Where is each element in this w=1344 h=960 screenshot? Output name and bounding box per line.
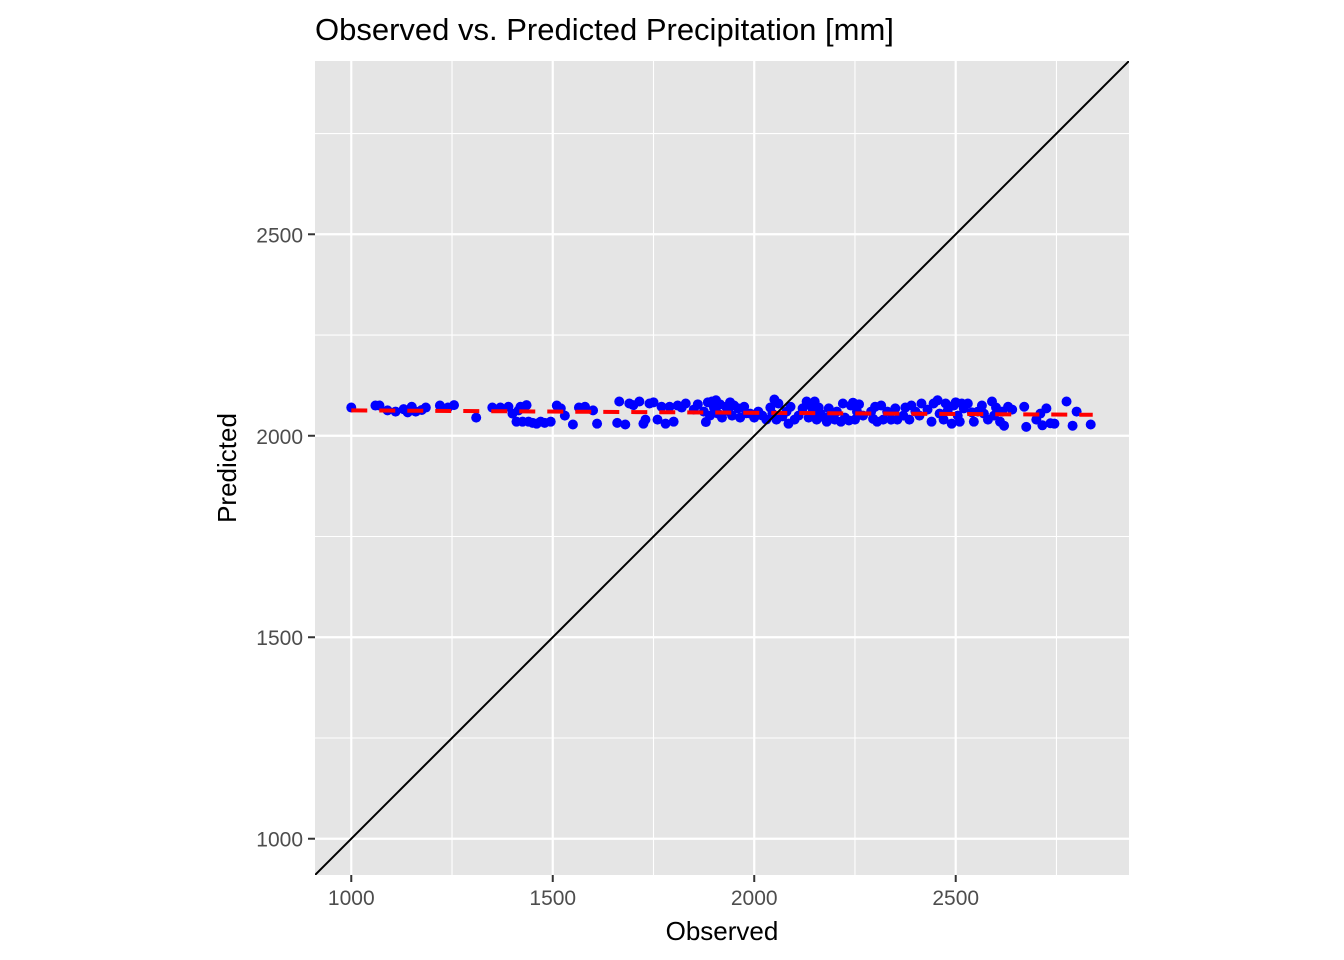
data-point xyxy=(420,402,431,413)
data-point xyxy=(878,414,889,425)
x-tick-label: 1000 xyxy=(328,887,375,910)
data-point xyxy=(374,400,385,411)
data-point xyxy=(904,414,915,425)
data-point xyxy=(1021,421,1032,432)
data-point xyxy=(471,412,482,423)
x-tick-label: 2000 xyxy=(731,887,778,910)
data-point xyxy=(854,399,865,410)
data-point xyxy=(849,414,860,425)
data-point xyxy=(932,395,943,406)
fit-line xyxy=(351,408,1093,417)
data-point xyxy=(668,416,679,427)
x-tick-label: 2500 xyxy=(932,887,979,910)
y-tick-label: 1000 xyxy=(256,829,303,852)
data-point xyxy=(938,414,949,425)
chart-title: Observed vs. Predicted Precipitation [mm… xyxy=(315,12,894,47)
data-point xyxy=(785,401,796,412)
data-point xyxy=(567,419,578,430)
data-point xyxy=(1041,403,1052,414)
data-point xyxy=(545,416,556,427)
data-point xyxy=(640,414,651,425)
y-axis: 1000 1500 2000 2500 xyxy=(256,224,315,852)
data-point xyxy=(890,403,901,414)
y-axis-title: Predicted xyxy=(212,413,242,523)
data-point xyxy=(704,410,715,421)
data-point xyxy=(521,400,532,411)
data-point xyxy=(976,400,987,411)
y-tick-label: 1500 xyxy=(256,627,303,650)
data-point xyxy=(592,418,603,429)
data-point xyxy=(773,398,784,409)
grid-major xyxy=(315,61,1129,875)
reference-lines xyxy=(315,61,1129,875)
data-point xyxy=(656,401,667,412)
data-point xyxy=(579,401,590,412)
data-point xyxy=(1071,406,1082,417)
data-point xyxy=(648,397,659,408)
data-point xyxy=(612,417,623,428)
data-point xyxy=(999,420,1010,431)
y-tick-label: 2500 xyxy=(256,224,303,247)
data-point xyxy=(614,396,625,407)
x-axis-title: Observed xyxy=(666,916,779,946)
data-point xyxy=(1049,418,1060,429)
y-tick-label: 2000 xyxy=(256,426,303,449)
data-point xyxy=(692,399,703,410)
data-point xyxy=(926,416,937,427)
data-point xyxy=(652,414,663,425)
data-point xyxy=(1019,401,1030,412)
data-point xyxy=(1085,419,1096,430)
data-point xyxy=(946,418,957,429)
data-point xyxy=(620,419,631,430)
data-point xyxy=(634,396,645,407)
identity-line xyxy=(315,61,1129,875)
data-point xyxy=(954,416,965,427)
x-axis: 1000 1500 2000 2500 xyxy=(328,875,979,910)
data-point xyxy=(1061,396,1072,407)
data-point xyxy=(660,418,671,429)
data-point xyxy=(680,398,691,409)
x-tick-label: 1500 xyxy=(529,887,576,910)
grid-minor xyxy=(315,61,1129,875)
data-point xyxy=(916,398,927,409)
data-point xyxy=(664,401,675,412)
data-point xyxy=(837,398,848,409)
data-point xyxy=(1037,420,1048,431)
data-point xyxy=(449,400,460,411)
data-point xyxy=(968,416,979,427)
data-point xyxy=(717,412,727,423)
data-point xyxy=(876,400,887,411)
data-point xyxy=(434,400,445,411)
data-point xyxy=(1067,420,1078,431)
data-point xyxy=(962,398,973,409)
data-point xyxy=(1007,404,1018,415)
